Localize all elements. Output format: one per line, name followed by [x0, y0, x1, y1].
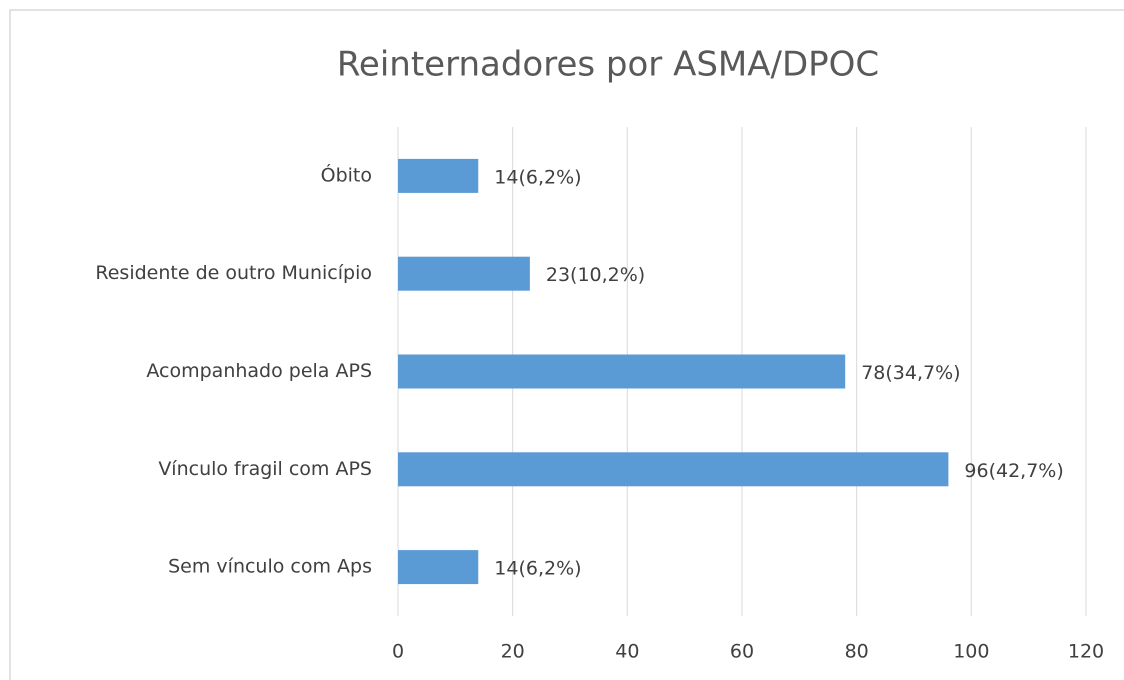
- y-tick-label: Sem vínculo com Aps: [168, 556, 372, 578]
- y-tick-label: Óbito: [321, 162, 372, 186]
- x-tick-label: 80: [845, 641, 869, 663]
- chart-title: Reinternadores por ASMA/DPOC: [337, 45, 879, 85]
- bar: [398, 550, 479, 585]
- chart-frame: [9, 9, 1124, 680]
- data-label: 78(34,7%): [861, 362, 960, 384]
- bar: [398, 354, 846, 389]
- x-tick-label: 0: [392, 641, 404, 663]
- data-label: 14(6,2%): [494, 166, 581, 188]
- x-tick-label: 60: [730, 641, 754, 663]
- y-tick-label: Vínculo fragil com APS: [158, 458, 372, 480]
- data-label: 14(6,2%): [494, 558, 581, 580]
- x-tick-label: 100: [953, 641, 989, 663]
- data-label: 23(10,2%): [546, 264, 645, 286]
- y-tick-label: Residente de outro Município: [95, 262, 372, 284]
- x-tick-label: 40: [615, 641, 639, 663]
- data-label: 96(42,7%): [964, 460, 1063, 482]
- bar: [398, 256, 530, 291]
- bar: [398, 158, 479, 193]
- y-tick-label: Acompanhado pela APS: [146, 360, 372, 382]
- x-tick-label: 120: [1068, 641, 1104, 663]
- x-tick-label: 20: [501, 641, 525, 663]
- bar: [398, 452, 949, 487]
